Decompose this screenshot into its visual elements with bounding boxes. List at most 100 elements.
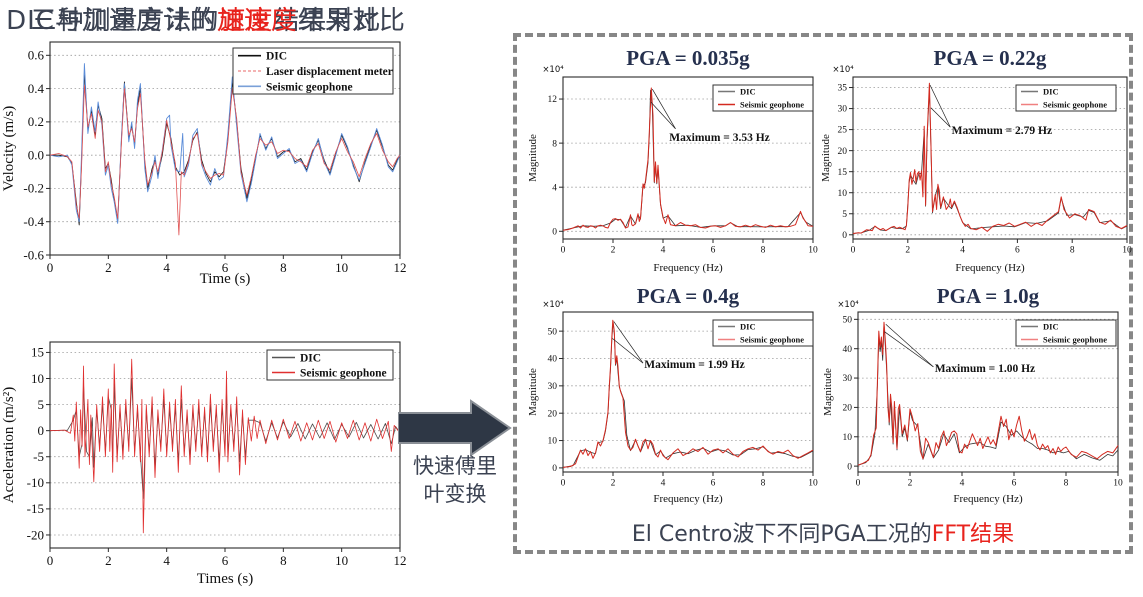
- svg-text:12: 12: [548, 95, 558, 105]
- svg-text:2: 2: [611, 246, 616, 256]
- svg-text:0: 0: [851, 246, 856, 256]
- chart-title: PGA = 0.035g: [626, 46, 750, 70]
- max-frequency-annotation: Maximum = 1.99 Hz: [644, 359, 744, 371]
- fft-caption-pre: El Centro波下不同PGA工况的: [631, 522, 932, 547]
- y-axis-label: Magnitude: [820, 134, 832, 182]
- fft-transform-label: 快速傅里 叶变换: [390, 452, 520, 508]
- svg-text:0: 0: [561, 246, 566, 256]
- svg-text:20: 20: [838, 147, 848, 157]
- svg-text:4: 4: [661, 246, 666, 256]
- right-arrow-icon: [398, 399, 512, 457]
- svg-text:50: 50: [548, 327, 558, 337]
- fft-results-caption: El Centro波下不同PGA工况的FFT结果: [513, 516, 1133, 548]
- svg-text:-20: -20: [27, 527, 44, 542]
- series-laser-displacement-meter: [49, 84, 401, 236]
- x-axis-label: Frequency (Hz): [653, 262, 723, 274]
- svg-text:8: 8: [1070, 246, 1075, 256]
- svg-text:2: 2: [905, 246, 910, 256]
- velocity-chart: 0.6 0.4 0.2 0.0 -0.2 -0.4 -0.60 2 4 6 8 10 12 DIC Lase…: [1, 41, 407, 287]
- legend-box: [712, 319, 814, 347]
- legend-box: [712, 84, 814, 112]
- svg-text:-0.4: -0.4: [23, 214, 44, 229]
- velocity-comparison-title: 三种测量方法的速度结果对比: [0, 0, 412, 37]
- y-axis-label: Acceleration (m/s²): [1, 387, 17, 504]
- svg-text:8: 8: [552, 139, 557, 149]
- svg-text:0: 0: [552, 464, 557, 474]
- legend-label: DIC: [300, 353, 321, 365]
- svg-text:4: 4: [163, 553, 170, 568]
- svg-text:0: 0: [47, 553, 54, 568]
- svg-text:30: 30: [843, 374, 853, 384]
- fft-chart-pga-04g: 0 10 20 30 40 50 0 2 4 6 8 10 DIC Seismic geophone Max…: [527, 284, 818, 505]
- fft-chart-pga-10g: 0 10 20 30 40 50 0 2 4 6 8 10 DIC Seismic geophone Max…: [822, 284, 1123, 505]
- svg-text:8: 8: [280, 553, 287, 568]
- x-axis-label: Frequency (Hz): [955, 262, 1025, 274]
- max-frequency-annotation: Maximum = 2.79 Hz: [952, 125, 1052, 137]
- svg-text:25: 25: [838, 126, 848, 136]
- acceleration-title-pre: DIC与加速度计的: [6, 6, 217, 36]
- velocity-title-post: 结果对比: [273, 6, 382, 36]
- legend-label: Seismic geophone: [740, 99, 804, 109]
- svg-text:0.2: 0.2: [28, 114, 44, 129]
- legend-label: Seismic geophone: [266, 81, 353, 93]
- svg-text:6: 6: [222, 553, 229, 568]
- chart-title: PGA = 0.22g: [934, 46, 1047, 70]
- legend-label: DIC: [740, 86, 756, 96]
- svg-text:4: 4: [960, 246, 965, 256]
- svg-text:0: 0: [552, 227, 557, 237]
- svg-text:8: 8: [761, 479, 766, 489]
- legend-label: DIC: [266, 51, 287, 63]
- legend-box: [266, 349, 394, 381]
- legend-label: Seismic geophone: [740, 334, 804, 344]
- svg-text:35: 35: [838, 84, 848, 94]
- x-axis-label: Frequency (Hz): [653, 493, 723, 505]
- fft-transform-label-line1: 快速傅里: [413, 454, 497, 478]
- svg-text:10: 10: [838, 189, 848, 199]
- fft-chart-pga-022g: 0 5 10 15 20 25 30 35 0 2 4 6 8 10 DIC Seismic geophone…: [820, 46, 1132, 274]
- svg-text:10: 10: [808, 479, 818, 489]
- svg-text:0: 0: [561, 479, 566, 489]
- svg-text:0: 0: [842, 231, 847, 241]
- exponent-label: ×10⁴: [832, 65, 854, 75]
- svg-text:15: 15: [838, 168, 848, 178]
- legend-label: DIC: [740, 321, 756, 331]
- svg-text:6: 6: [222, 260, 229, 275]
- svg-text:10: 10: [548, 437, 558, 447]
- series-dic: [852, 89, 1128, 234]
- svg-text:0: 0: [47, 260, 54, 275]
- svg-text:0: 0: [856, 479, 861, 489]
- legend-label: DIC: [1043, 86, 1059, 96]
- svg-text:-15: -15: [27, 501, 44, 516]
- series-seismic-geophone: [857, 321, 1119, 466]
- max-frequency-annotation: Maximum = 1.00 Hz: [935, 363, 1035, 375]
- acceleration-comparison-title: DIC与加速度计的加速度结果对比: [0, 0, 412, 37]
- chart-title: PGA = 1.0g: [937, 284, 1040, 308]
- svg-text:50: 50: [843, 316, 853, 326]
- svg-text:10: 10: [1122, 246, 1132, 256]
- plot-frame: [857, 311, 1119, 473]
- svg-text:30: 30: [548, 382, 558, 392]
- svg-text:0.4: 0.4: [28, 81, 45, 96]
- svg-text:0: 0: [847, 462, 852, 472]
- max-frequency-annotation: Maximum = 3.53 Hz: [669, 132, 769, 144]
- plot-frame: [562, 76, 814, 240]
- legend-box: [1015, 319, 1117, 347]
- series-seismic-geophone: [49, 358, 401, 534]
- svg-text:4: 4: [163, 260, 170, 275]
- svg-text:10: 10: [1113, 479, 1123, 489]
- y-axis-label: Magnitude: [822, 368, 834, 416]
- series-seismic-geophone: [562, 319, 814, 468]
- svg-text:-5: -5: [33, 449, 44, 464]
- svg-text:10: 10: [335, 260, 348, 275]
- exponent-label: ×10⁴: [837, 300, 859, 310]
- svg-text:-0.6: -0.6: [23, 247, 44, 262]
- y-axis-label: Velocity (m/s): [1, 106, 17, 191]
- series-dic: [50, 71, 401, 226]
- svg-text:4: 4: [960, 479, 965, 489]
- series-seismic-geophone: [49, 63, 401, 224]
- svg-text:2: 2: [611, 479, 616, 489]
- legend-label: Seismic geophone: [300, 368, 387, 380]
- y-axis-label: Magnitude: [527, 134, 539, 182]
- svg-text:6: 6: [711, 246, 716, 256]
